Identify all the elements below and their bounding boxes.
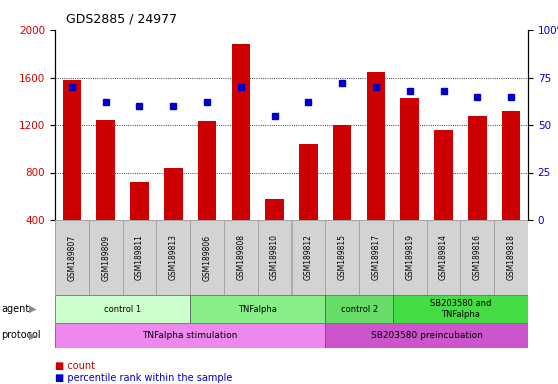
Bar (62, 80, 81, 268)
Bar (224, 220, 258, 295)
Bar (325, 323, 528, 348)
Bar (401, 98, 419, 268)
Text: GSM189811: GSM189811 (135, 235, 144, 280)
Text: GSM189809: GSM189809 (101, 235, 110, 281)
Text: agent: agent (1, 304, 30, 314)
Text: GSM189812: GSM189812 (304, 235, 313, 280)
Text: GSM189810: GSM189810 (270, 235, 279, 280)
Text: GSM189818: GSM189818 (507, 235, 516, 280)
Bar (367, 71, 385, 268)
Text: TNFalpha stimulation: TNFalpha stimulation (142, 331, 238, 340)
Bar (291, 220, 325, 295)
Text: GSM189814: GSM189814 (439, 235, 448, 280)
Text: GSM189815: GSM189815 (338, 235, 347, 280)
Text: SB203580 and
TNFalpha: SB203580 and TNFalpha (430, 299, 491, 319)
Bar (333, 125, 352, 268)
Bar (190, 295, 325, 323)
Text: ■ count: ■ count (55, 361, 95, 371)
Text: control 2: control 2 (340, 305, 378, 313)
Bar (494, 220, 528, 295)
Bar (325, 295, 393, 323)
Text: TNFalpha: TNFalpha (238, 305, 277, 313)
Text: control 1: control 1 (104, 305, 141, 313)
Text: SB203580 preincubation: SB203580 preincubation (371, 331, 483, 340)
Bar (359, 220, 393, 295)
Bar (468, 116, 487, 268)
Text: GSM189807: GSM189807 (68, 235, 76, 281)
Text: GSM189819: GSM189819 (405, 235, 414, 280)
Text: GSM189816: GSM189816 (473, 235, 482, 280)
Bar (502, 111, 521, 268)
Bar (393, 295, 528, 323)
Bar (97, 120, 115, 268)
Bar (190, 220, 224, 295)
Bar (265, 199, 284, 268)
Bar (123, 220, 156, 295)
Bar (434, 130, 453, 268)
Bar (164, 168, 182, 268)
Bar (55, 323, 325, 348)
Bar (89, 220, 123, 295)
Bar (299, 144, 318, 268)
Bar (460, 220, 494, 295)
Bar (55, 220, 89, 295)
Text: GSM189817: GSM189817 (372, 235, 381, 280)
Text: protocol: protocol (1, 331, 41, 341)
Text: ▶: ▶ (29, 304, 36, 314)
Text: GSM189813: GSM189813 (169, 235, 178, 280)
Bar (258, 220, 291, 295)
Text: GDS2885 / 24977: GDS2885 / 24977 (66, 13, 177, 26)
Bar (325, 220, 359, 295)
Bar (198, 121, 217, 268)
Bar (393, 220, 427, 295)
Bar (232, 44, 250, 268)
Bar (427, 220, 460, 295)
Bar (130, 182, 149, 268)
Text: GSM189808: GSM189808 (237, 235, 246, 280)
Text: ■ percentile rank within the sample: ■ percentile rank within the sample (55, 373, 232, 383)
Bar (55, 295, 190, 323)
Text: ▶: ▶ (29, 331, 36, 341)
Bar (156, 220, 190, 295)
Text: GSM189806: GSM189806 (203, 235, 211, 281)
